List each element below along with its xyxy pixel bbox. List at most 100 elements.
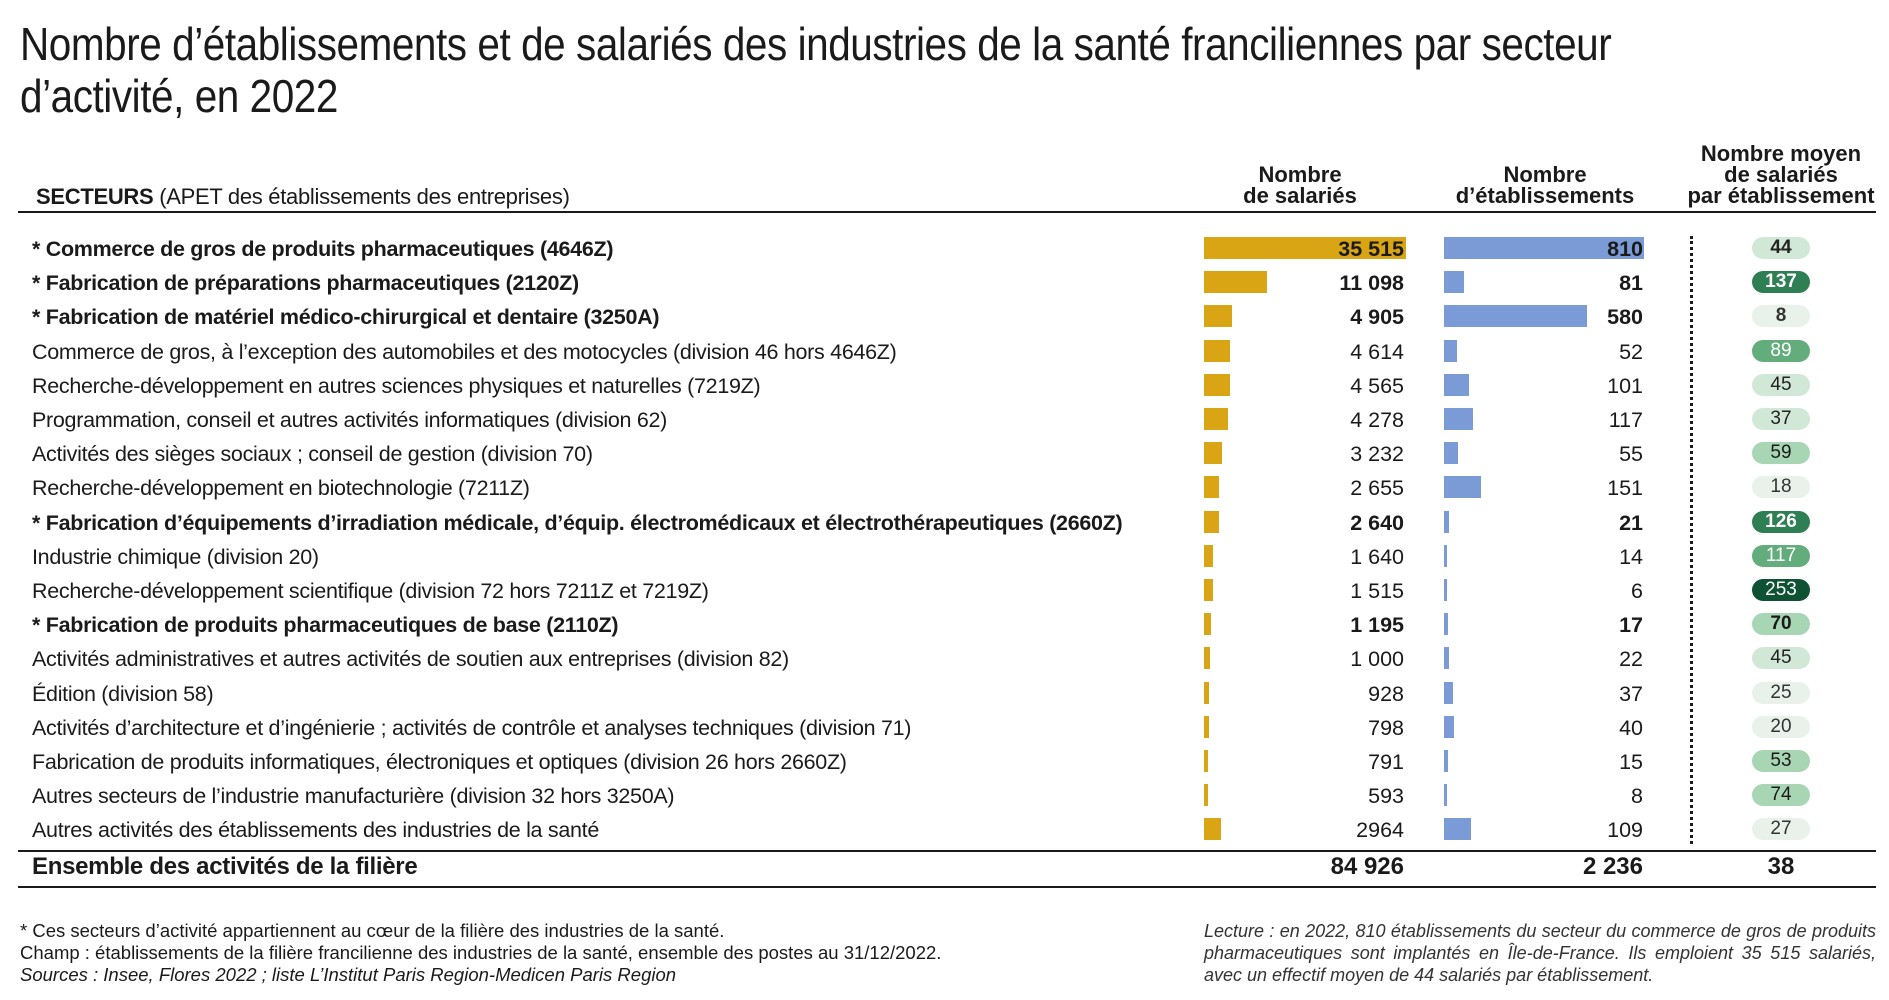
table-row: Commerce de gros, à l’exception des auto… xyxy=(0,335,1889,369)
salaries-bar xyxy=(1204,818,1221,841)
moyen-badge: 70 xyxy=(1752,613,1810,636)
table-row: Recherche-développement en biotechnologi… xyxy=(0,471,1889,505)
etablissements-value: 81 xyxy=(1619,271,1643,296)
header-secteurs: SECTEURS (APET des établissements des en… xyxy=(36,184,570,210)
salaries-bar xyxy=(1204,408,1229,430)
salaries-bar xyxy=(1204,271,1268,294)
salaries-bar xyxy=(1204,476,1220,499)
table-row: * Fabrication d’équipements d’irradiatio… xyxy=(0,506,1889,540)
header-salaries-line2: de salariés xyxy=(1243,183,1357,208)
etablissements-value: 22 xyxy=(1619,647,1643,672)
etablissements-value: 101 xyxy=(1607,373,1643,398)
etablissements-bar xyxy=(1444,818,1471,841)
salaries-value: 4 278 xyxy=(1350,408,1404,432)
salaries-bar xyxy=(1204,305,1232,328)
salaries-value: 4 614 xyxy=(1350,339,1404,364)
etablissements-bar xyxy=(1444,305,1588,328)
header-moyen-line1: Nombre moyen xyxy=(1700,141,1862,166)
salaries-value: 1 515 xyxy=(1350,579,1404,603)
moyen-badge: 25 xyxy=(1752,681,1810,704)
etablissements-bar xyxy=(1444,579,1447,601)
row-label: * Fabrication de préparations pharmaceut… xyxy=(32,271,579,296)
row-label: Activités administratives et autres acti… xyxy=(32,647,789,672)
etablissements-value: 40 xyxy=(1619,715,1643,740)
row-label: Recherche-développement scientifique (di… xyxy=(32,579,709,603)
etablissements-value: 14 xyxy=(1619,544,1643,569)
header-etab-line2: d’établissements xyxy=(1455,183,1635,208)
etablissements-bar xyxy=(1444,339,1457,362)
table-row: * Fabrication de produits pharmaceutique… xyxy=(0,608,1889,642)
note-star: * Ces secteurs d’activité appartiennent … xyxy=(20,920,725,941)
etablissements-bar xyxy=(1444,715,1454,738)
row-label: Commerce de gros, à l’exception des auto… xyxy=(32,339,897,364)
salaries-value: 2 655 xyxy=(1350,476,1404,501)
salaries-bar xyxy=(1204,510,1220,533)
header-etablissements: Nombre d’établissements xyxy=(1440,164,1650,208)
header-moyen-line2: de salariés xyxy=(1724,162,1838,187)
total-moyen: 38 xyxy=(1767,853,1795,880)
row-label: * Fabrication de produits pharmaceutique… xyxy=(32,613,619,638)
header-moyen: Nombre moyen de salariés par établisseme… xyxy=(1682,141,1880,208)
salaries-value: 1 195 xyxy=(1350,613,1404,638)
row-label: Activités des sièges sociaux ; conseil d… xyxy=(32,442,593,467)
salaries-bar xyxy=(1204,442,1223,465)
total-rule-bottom xyxy=(18,886,1876,888)
table-row: Activités d’architecture et d’ingénierie… xyxy=(0,711,1889,745)
salaries-value: 1 000 xyxy=(1350,647,1404,672)
etablissements-value: 810 xyxy=(1607,237,1643,261)
salaries-value: 798 xyxy=(1368,715,1404,740)
total-label: Ensemble des activités de la filière xyxy=(32,853,418,880)
row-label: Autres secteurs de l’industrie manufactu… xyxy=(32,784,675,809)
moyen-badge: 59 xyxy=(1752,442,1810,465)
row-label: Autres activités des établissements des … xyxy=(32,818,599,843)
header-salaries-line1: Nombre xyxy=(1258,162,1342,187)
table-row: * Fabrication de matériel médico-chirurg… xyxy=(0,300,1889,334)
header-moyen-line3: par établissement xyxy=(1687,183,1875,208)
etablissements-value: 55 xyxy=(1619,442,1643,467)
moyen-badge: 27 xyxy=(1752,818,1810,841)
total-salaries: 84 926 xyxy=(1330,853,1404,880)
etablissements-bar xyxy=(1444,510,1450,533)
etablissements-bar xyxy=(1444,544,1448,567)
salaries-bar xyxy=(1204,544,1214,567)
dotted-separator xyxy=(1690,236,1693,844)
row-label: Industrie chimique (division 20) xyxy=(32,544,319,569)
header-secteurs-label: SECTEURS xyxy=(36,184,154,209)
etablissements-bar xyxy=(1444,271,1464,294)
etablissements-bar xyxy=(1444,681,1454,704)
etablissements-value: 117 xyxy=(1608,408,1643,432)
etablissements-bar xyxy=(1444,750,1448,772)
note-champ: Champ : établissements de la filière fra… xyxy=(20,942,942,963)
row-label: Activités d’architecture et d’ingénierie… xyxy=(32,715,912,740)
table-row: Autres activités des établissements des … xyxy=(0,813,1889,847)
moyen-badge: 74 xyxy=(1752,784,1810,807)
salaries-value: 3 232 xyxy=(1350,442,1404,467)
moyen-badge: 117 xyxy=(1752,544,1810,567)
salaries-value: 4 565 xyxy=(1350,373,1404,398)
moyen-badge: 37 xyxy=(1752,408,1810,430)
table-row: * Commerce de gros de produits pharmaceu… xyxy=(0,232,1889,266)
etablissements-value: 151 xyxy=(1607,476,1643,501)
moyen-badge: 45 xyxy=(1752,373,1810,396)
salaries-bar xyxy=(1204,373,1230,396)
salaries-value: 593 xyxy=(1368,784,1404,809)
salaries-value: 2964 xyxy=(1356,818,1404,843)
etablissements-bar xyxy=(1444,647,1450,670)
salaries-bar xyxy=(1204,579,1213,601)
table-row: * Fabrication de préparations pharmaceut… xyxy=(0,266,1889,300)
etablissements-value: 37 xyxy=(1619,681,1643,706)
moyen-badge: 44 xyxy=(1752,237,1810,259)
chart-title: Nombre d’établissements et de salariés d… xyxy=(20,18,1612,122)
row-label: Édition (division 58) xyxy=(32,681,214,706)
salaries-bar xyxy=(1204,339,1231,362)
etablissements-bar xyxy=(1444,408,1473,430)
salaries-value: 791 xyxy=(1368,750,1404,774)
etablissements-value: 6 xyxy=(1631,579,1643,603)
table-row: Programmation, conseil et autres activit… xyxy=(0,403,1889,437)
row-label: Programmation, conseil et autres activit… xyxy=(32,408,668,432)
row-label: Fabrication de produits informatiques, é… xyxy=(32,750,847,774)
table-row: Édition (division 58) 928 37 25 xyxy=(0,677,1889,711)
moyen-badge: 45 xyxy=(1752,647,1810,670)
moyen-badge: 126 xyxy=(1752,510,1810,533)
salaries-bar xyxy=(1204,784,1208,807)
